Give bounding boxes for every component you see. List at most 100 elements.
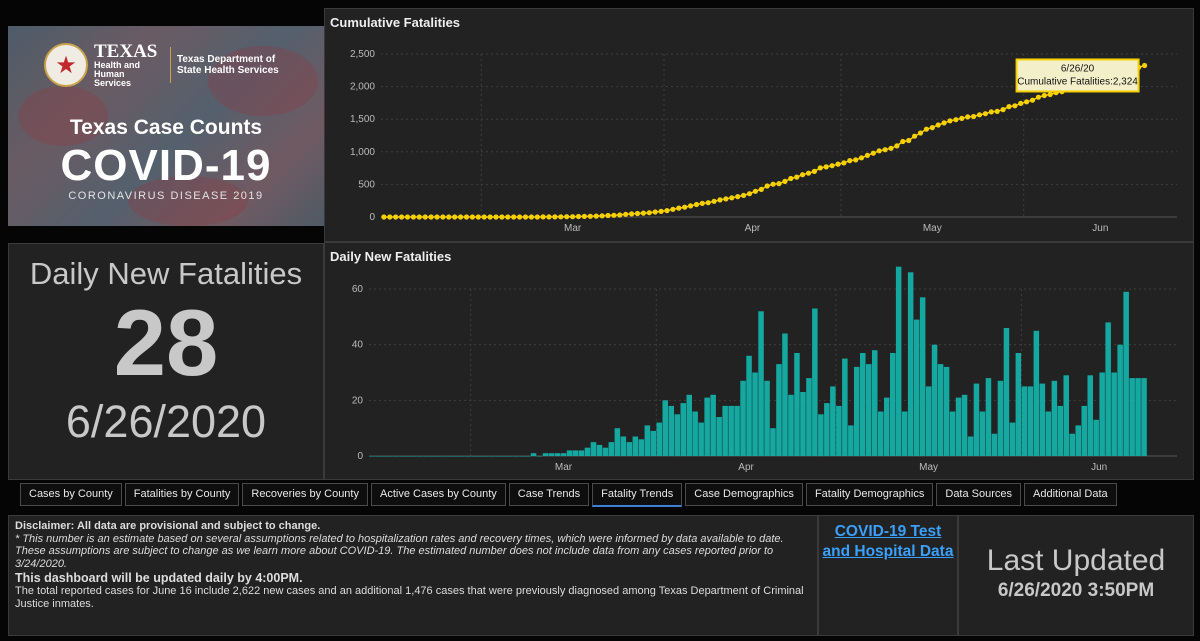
data-point xyxy=(935,122,941,128)
tab-active-cases-by-county[interactable]: Active Cases by County xyxy=(370,483,506,506)
data-point xyxy=(558,214,564,220)
tab-fatality-trends[interactable]: Fatality Trends xyxy=(592,483,683,507)
data-point xyxy=(882,147,888,153)
data-point xyxy=(410,214,416,220)
daily-bar xyxy=(560,453,567,456)
daily-bar xyxy=(806,378,812,456)
tab-fatalities-by-county[interactable]: Fatalities by County xyxy=(124,483,240,506)
daily-bar xyxy=(614,428,621,456)
tab-fatality-demographics[interactable]: Fatality Demographics xyxy=(805,483,934,506)
daily-bar xyxy=(794,353,800,456)
tooltip-date: 6/26/20 xyxy=(1061,63,1095,74)
daily-bar xyxy=(584,447,591,456)
data-point xyxy=(947,118,953,124)
daily-bar xyxy=(459,456,465,457)
data-point xyxy=(900,138,906,145)
tab-data-sources[interactable]: Data Sources xyxy=(936,483,1022,506)
data-point xyxy=(404,214,411,220)
y-tick-label: 60 xyxy=(352,284,364,295)
data-point xyxy=(906,137,912,144)
data-point xyxy=(746,191,753,197)
data-point xyxy=(1035,94,1041,100)
daily-bar xyxy=(901,411,908,456)
daily-bar xyxy=(991,433,998,456)
tab-cases-by-county[interactable]: Cases by County xyxy=(20,483,122,506)
data-point xyxy=(664,208,670,214)
daily-bar xyxy=(1021,386,1028,456)
data-point xyxy=(723,196,729,202)
indicator-title: Daily New Fatalities xyxy=(29,256,303,291)
daily-bar xyxy=(913,319,920,456)
daily-bar xyxy=(590,442,597,456)
data-point xyxy=(440,214,446,220)
data-point xyxy=(446,214,452,220)
daily-bar xyxy=(710,394,716,456)
data-point xyxy=(817,165,823,171)
cumulative-chart-svg[interactable]: 0 500 1,000 1,500 2,000 2,500 Mar Apr May Jun 6/26… xyxy=(325,9,1193,241)
daily-bar xyxy=(656,422,663,456)
data-point xyxy=(570,214,576,220)
data-point xyxy=(941,120,947,126)
daily-bar xyxy=(895,266,902,456)
data-point xyxy=(741,192,747,198)
data-point xyxy=(381,214,387,220)
data-point xyxy=(605,212,611,219)
daily-bar xyxy=(931,344,938,456)
daily-bar xyxy=(1141,378,1147,456)
data-point xyxy=(929,125,935,131)
daily-bar xyxy=(716,417,722,456)
daily-chart-svg[interactable]: 0 20 40 60 Mar Apr May Jun xyxy=(325,243,1193,479)
data-point xyxy=(841,160,847,166)
data-point xyxy=(511,214,517,220)
data-point xyxy=(729,195,735,201)
data-point xyxy=(634,210,641,217)
daily-bar xyxy=(722,405,728,456)
data-point xyxy=(770,181,776,187)
daily-bar xyxy=(1009,422,1016,456)
daily-bar xyxy=(512,456,519,457)
daily-bar xyxy=(1117,344,1123,456)
daily-bar xyxy=(1015,353,1022,456)
daily-bar xyxy=(836,405,842,456)
disclaimer-heading: Disclaimer: All data are provisional and… xyxy=(15,520,811,533)
disclaimer-label: Disclaimer xyxy=(15,520,71,532)
daily-bar xyxy=(554,453,561,456)
agency-hhs: TEXAS Health and Human Services xyxy=(94,42,164,88)
y-tick-label: 0 xyxy=(369,212,375,223)
daily-bar xyxy=(381,456,387,457)
tab-case-demographics[interactable]: Case Demographics xyxy=(685,483,803,506)
daily-bar xyxy=(878,411,884,456)
data-point xyxy=(682,204,688,210)
daily-bar xyxy=(680,403,687,456)
data-point xyxy=(434,214,440,220)
daily-bar xyxy=(506,456,513,457)
data-point xyxy=(469,214,475,220)
data-point xyxy=(493,214,499,220)
indicator-date: 6/26/2020 xyxy=(65,396,267,447)
data-point xyxy=(853,157,859,163)
daily-bar xyxy=(985,378,992,456)
daily-bar xyxy=(824,403,830,456)
data-point xyxy=(717,197,723,203)
tab-additional-data[interactable]: Additional Data xyxy=(1024,483,1117,506)
data-point xyxy=(463,214,470,220)
daily-bar xyxy=(530,453,537,456)
data-point xyxy=(487,214,493,220)
daily-bar xyxy=(608,442,615,456)
last-updated-value: 6/26/2020 3:50PM xyxy=(997,580,1155,601)
daily-bar xyxy=(638,439,645,456)
last-updated-panel: Last Updated 6/26/2020 3:50PM xyxy=(958,515,1194,636)
banner-texture xyxy=(18,86,108,146)
tab-case-trends[interactable]: Case Trends xyxy=(508,483,590,506)
daily-bar xyxy=(1105,322,1111,456)
tab-recoveries-by-county[interactable]: Recoveries by County xyxy=(242,483,368,506)
data-point xyxy=(959,115,965,121)
daily-bar xyxy=(704,397,710,456)
daily-bar xyxy=(979,411,986,456)
daily-bar xyxy=(548,453,555,456)
daily-bar xyxy=(369,456,375,457)
daily-bar xyxy=(860,353,866,456)
data-point xyxy=(752,188,758,194)
data-point xyxy=(599,213,605,219)
test-hospital-data-link[interactable]: COVID-19 Test and Hospital Data xyxy=(822,523,954,561)
